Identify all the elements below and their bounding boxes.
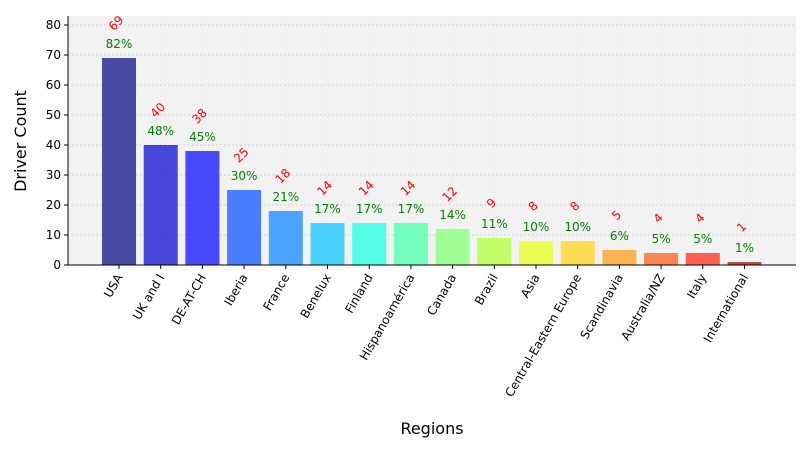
bar — [268, 211, 303, 265]
percent-label: 48% — [147, 124, 174, 138]
bar — [227, 190, 262, 265]
percent-label: 17% — [314, 202, 341, 216]
bar — [435, 229, 470, 265]
bar — [519, 241, 553, 265]
x-tick-label: Iberia — [221, 272, 250, 309]
percent-label: 17% — [356, 202, 383, 216]
percent-label: 14% — [439, 208, 466, 222]
percent-label: 10% — [564, 220, 591, 234]
bar — [393, 223, 428, 265]
y-tick-label: 50 — [46, 108, 61, 122]
bar — [185, 151, 220, 265]
bar — [644, 253, 679, 265]
x-tick-label: DE-AT-CH — [169, 272, 209, 328]
percent-label: 11% — [481, 217, 508, 231]
x-tick-label: Benelux — [298, 272, 334, 321]
y-tick-label: 80 — [46, 18, 61, 32]
bar — [352, 223, 387, 265]
y-tick-label: 10 — [46, 228, 61, 242]
bar — [477, 238, 512, 265]
x-tick-label: Brazil — [472, 272, 501, 308]
percent-label: 45% — [189, 130, 216, 144]
percent-label: 5% — [693, 232, 712, 246]
bar — [560, 241, 595, 265]
y-tick-label: 60 — [46, 78, 61, 92]
percent-label: 21% — [272, 190, 299, 204]
bar — [602, 250, 637, 265]
y-tick-label: 70 — [46, 48, 61, 62]
y-axis-ticks: 0 10 20 30 40 50 60 70 80 — [46, 18, 68, 272]
y-tick-label: 30 — [46, 168, 61, 182]
x-tick-label: Australia/NZ — [618, 272, 667, 343]
bar — [727, 262, 762, 265]
x-axis-title: Regions — [400, 419, 463, 438]
bar — [102, 58, 136, 265]
bar — [685, 253, 720, 265]
bar — [310, 223, 345, 265]
bars — [102, 58, 762, 265]
percent-label: 30% — [231, 169, 258, 183]
percent-label: 1% — [735, 241, 754, 255]
y-tick-label: 20 — [46, 198, 61, 212]
percent-label: 6% — [610, 229, 629, 243]
x-tick-label: Finland — [342, 272, 376, 316]
x-tick-label: Scandinavia — [577, 272, 626, 342]
x-tick-label: Asia — [518, 272, 543, 301]
x-tick-label: France — [260, 272, 292, 314]
x-tick-label: Canada — [424, 272, 459, 319]
bar — [143, 145, 178, 265]
y-tick-label: 0 — [53, 258, 61, 272]
y-tick-label: 40 — [46, 138, 61, 152]
x-axis-ticks: USA UK and I DE-AT-CH Iberia France Benelux Fi… — [101, 265, 751, 399]
x-tick-label: Central-Eastern Europe — [502, 272, 584, 400]
y-axis-title: Driver Count — [11, 90, 30, 192]
percent-label: 17% — [398, 202, 425, 216]
x-tick-label: UK and I — [130, 272, 167, 323]
percent-label: 82% — [106, 37, 133, 51]
percent-label: 10% — [523, 220, 550, 234]
x-tick-label: International — [701, 272, 751, 345]
percent-label: 5% — [652, 232, 671, 246]
x-tick-label: USA — [101, 271, 126, 300]
x-tick-label: Italy — [684, 272, 709, 302]
